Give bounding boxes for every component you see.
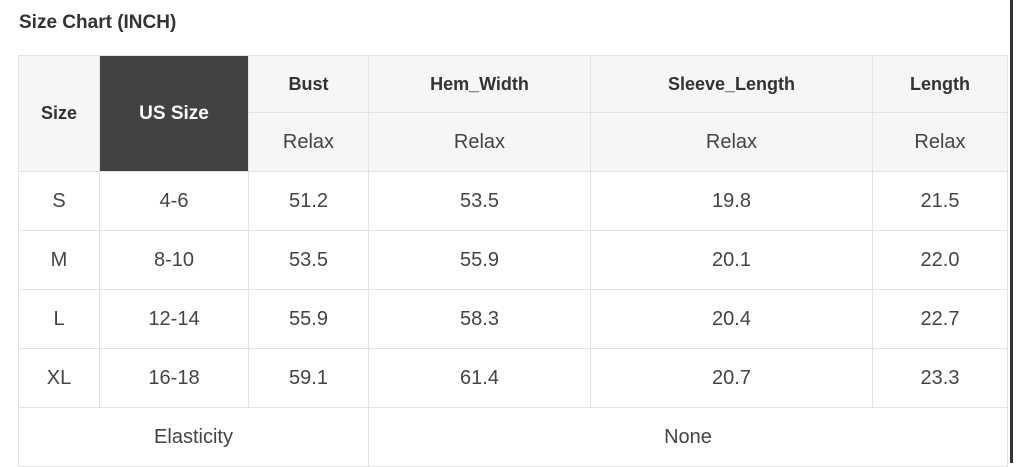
cell-us-size: 16-18	[99, 348, 249, 408]
cell-hem-width: 55.9	[368, 230, 591, 290]
elasticity-value: None	[368, 407, 1008, 467]
header-row: Size US Size Bust Hem_Width Sleeve_Lengt…	[18, 55, 1008, 172]
table-row: L 12-14 55.9 58.3 20.4 22.7	[18, 289, 1008, 349]
cell-size: M	[18, 230, 100, 290]
cell-bust: 53.5	[248, 230, 369, 290]
cell-hem-width: 58.3	[368, 289, 591, 349]
page-title: Size Chart (INCH)	[19, 12, 177, 33]
table-row: XL 16-18 59.1 61.4 20.7 23.3	[18, 348, 1008, 408]
cell-sleeve-length: 20.4	[590, 289, 873, 349]
header-hem-width: Hem_Width	[368, 55, 591, 113]
header-sleeve-length: Sleeve_Length	[590, 55, 873, 113]
subheader-sleeve-length: Relax	[590, 112, 873, 172]
header-size: Size	[18, 55, 100, 172]
header-bust: Bust	[248, 55, 369, 113]
table-row: S 4-6 51.2 53.5 19.8 21.5	[18, 171, 1008, 231]
subheader-row: Relax Relax Relax Relax	[19, 112, 1008, 172]
cell-size: XL	[18, 348, 100, 408]
cell-length: 23.3	[872, 348, 1008, 408]
cell-length: 22.7	[872, 289, 1008, 349]
cell-length: 22.0	[872, 230, 1008, 290]
cell-hem-width: 61.4	[368, 348, 591, 408]
right-edge-divider	[1010, 0, 1013, 463]
subheader-hem-width: Relax	[368, 112, 591, 172]
size-chart-table: Size US Size Bust Hem_Width Sleeve_Lengt…	[18, 55, 1008, 467]
cell-size: S	[18, 171, 100, 231]
header-us-size: US Size	[99, 55, 249, 172]
cell-hem-width: 53.5	[368, 171, 591, 231]
subheader-bust: Relax	[248, 112, 369, 172]
elasticity-label: Elasticity	[18, 407, 369, 467]
cell-length: 21.5	[872, 171, 1008, 231]
cell-sleeve-length: 20.1	[590, 230, 873, 290]
subheader-length: Relax	[872, 112, 1008, 172]
cell-us-size: 4-6	[99, 171, 249, 231]
table-row: M 8-10 53.5 55.9 20.1 22.0	[18, 230, 1008, 290]
cell-us-size: 8-10	[99, 230, 249, 290]
cell-sleeve-length: 20.7	[590, 348, 873, 408]
cell-bust: 59.1	[248, 348, 369, 408]
cell-us-size: 12-14	[99, 289, 249, 349]
footer-row: Elasticity None	[18, 407, 1008, 467]
cell-bust: 55.9	[248, 289, 369, 349]
cell-size: L	[18, 289, 100, 349]
cell-sleeve-length: 19.8	[590, 171, 873, 231]
cell-bust: 51.2	[248, 171, 369, 231]
header-length: Length	[872, 55, 1008, 113]
